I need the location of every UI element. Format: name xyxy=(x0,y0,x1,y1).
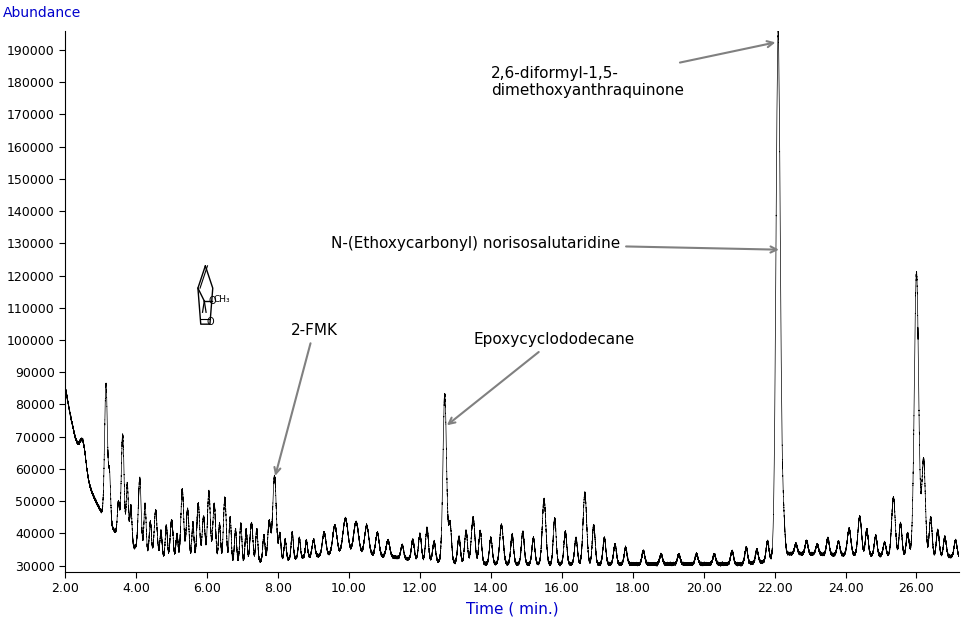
Text: O: O xyxy=(209,296,216,306)
Text: CH₃: CH₃ xyxy=(213,295,230,304)
Text: Abundance: Abundance xyxy=(3,6,81,20)
Text: N-(Ethoxycarbonyl) norisosalutaridine: N-(Ethoxycarbonyl) norisosalutaridine xyxy=(331,235,777,252)
Text: O: O xyxy=(206,317,213,327)
Text: 2,6-diformyl-1,5-
dimethoxyanthraquinone: 2,6-diformyl-1,5- dimethoxyanthraquinone xyxy=(491,41,773,98)
X-axis label: Time ( min.): Time ( min.) xyxy=(466,601,558,616)
Text: 2-FMK: 2-FMK xyxy=(274,323,337,473)
Text: Epoxycyclododecane: Epoxycyclododecane xyxy=(449,333,635,424)
